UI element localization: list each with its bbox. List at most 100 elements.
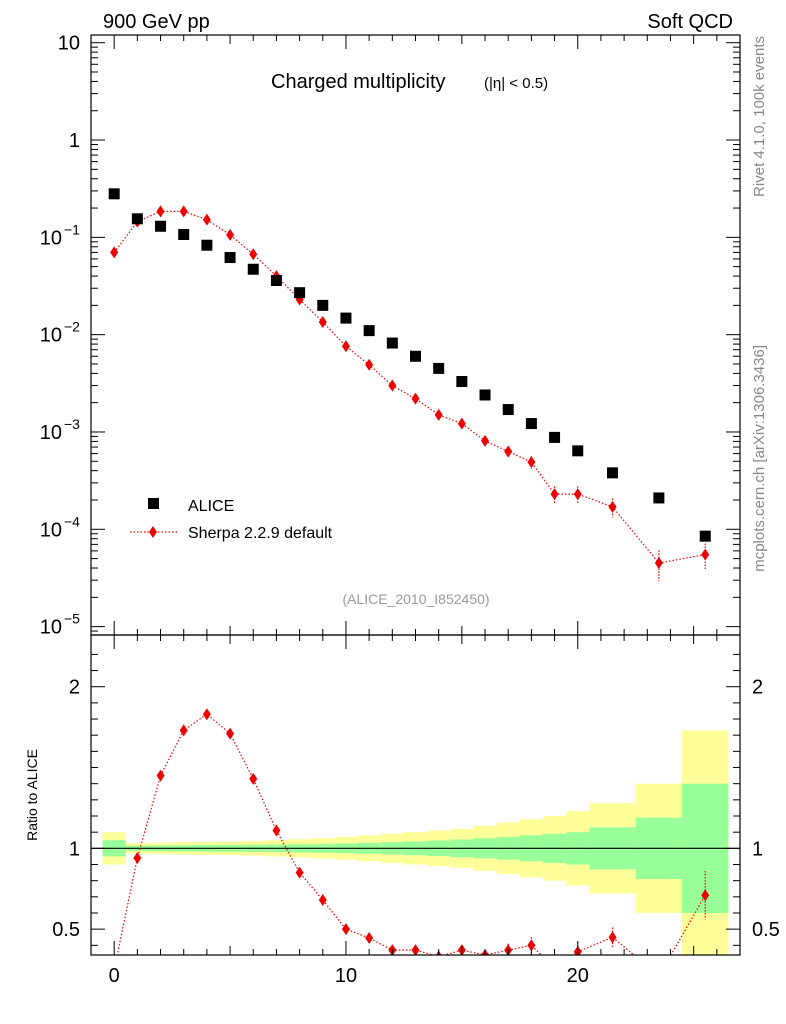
ratio-point (295, 866, 304, 879)
ratio-sherpa-series (116, 708, 710, 982)
alice-point (502, 404, 514, 416)
ratio-point (608, 931, 617, 944)
ratio-sherpa-line (116, 713, 706, 955)
ratio-y-axis-label: Ratio to ALICE (24, 749, 40, 841)
energy-label: 900 GeV pp (103, 11, 210, 33)
alice-point (340, 312, 352, 324)
ratio-y-tick-label: 2 (69, 677, 80, 699)
sherpa-point (654, 557, 663, 570)
sherpa-point (365, 358, 374, 371)
y-tick-label: 10 (40, 422, 62, 444)
alice-point (108, 188, 120, 200)
alice-point (433, 362, 445, 374)
main-alice-series (108, 188, 711, 542)
legend: ALICE Sherpa 2.2.9 default (130, 498, 333, 542)
alice-point (131, 213, 143, 225)
x-tick-label: 20 (567, 965, 589, 987)
ratio-point (226, 727, 235, 740)
main-plot-frame (90, 34, 741, 636)
y-tick-exponent: −4 (64, 513, 80, 529)
ratio-point (156, 769, 165, 782)
ratio-y-tick-label-right: 2 (752, 677, 763, 699)
sherpa-point (527, 456, 536, 469)
y-tick-label: 10 (58, 33, 80, 55)
ratio-point (318, 894, 327, 907)
alice-point (317, 299, 329, 311)
alice-point (525, 418, 537, 430)
process-label: Soft QCD (647, 11, 733, 33)
ratio-point (202, 708, 211, 721)
legend-sherpa-label: Sherpa 2.2.9 default (188, 525, 333, 542)
y-tick-exponent: −5 (64, 611, 80, 627)
plot-title-cut: (|η| < 0.5) (484, 75, 548, 92)
sherpa-point (110, 246, 119, 259)
alice-point (247, 263, 259, 275)
ratio-point (365, 932, 374, 945)
alice-point (270, 275, 282, 287)
rivet-version-label: Rivet 4.1.0, 100k events (751, 36, 768, 197)
alice-point (479, 389, 491, 401)
sherpa-point (411, 392, 420, 405)
mcplots-label: mcplots.cern.ch [arXiv:1306.3436] (751, 345, 768, 572)
alice-point (178, 228, 190, 240)
y-tick-label: 1 (69, 130, 80, 152)
sherpa-point (504, 445, 513, 458)
ratio-point (551, 962, 559, 974)
plot-title: Charged multiplicity (271, 71, 446, 93)
sherpa-point (573, 488, 582, 501)
analysis-id: (ALICE_2010_I852450) (342, 591, 489, 607)
ratio-y-tick-label-right: 0.5 (752, 919, 780, 941)
ratio-point (179, 724, 188, 737)
y-tick-exponent: −2 (64, 319, 80, 335)
ratio-y-tick-label-right: 1 (752, 838, 763, 860)
alice-point (699, 530, 711, 542)
alice-point (456, 376, 468, 388)
sherpa-point (249, 248, 258, 261)
ratio-point (341, 923, 350, 936)
alice-point (386, 337, 398, 349)
ratio-y-tick-label: 1 (69, 838, 80, 860)
y-tick-exponent: −1 (64, 221, 80, 237)
legend-sherpa-marker (149, 526, 157, 538)
y-tick-label: 10 (40, 519, 62, 541)
x-tick-label: 0 (109, 965, 120, 987)
alice-point (410, 350, 421, 362)
ratio-point (701, 889, 710, 902)
ratio-point (272, 824, 281, 837)
alice-point (572, 445, 584, 457)
y-tick-label: 10 (40, 617, 62, 639)
sherpa-point (318, 315, 327, 328)
alice-point (155, 220, 167, 232)
alice-point (201, 239, 213, 251)
sherpa-point (550, 488, 559, 501)
sherpa-point (179, 205, 188, 218)
y-tick-label: 10 (40, 325, 62, 347)
x-tick-label: 10 (335, 965, 357, 987)
sherpa-point (226, 228, 235, 241)
ratio-point (527, 939, 536, 952)
sherpa-point (608, 500, 617, 513)
y-tick-exponent: −3 (64, 416, 80, 432)
sherpa-point (481, 434, 490, 447)
sherpa-point (202, 213, 211, 226)
ratio-point (249, 772, 258, 785)
y-tick-label: 10 (40, 227, 62, 249)
legend-alice-marker (148, 498, 159, 509)
sherpa-point (701, 548, 710, 561)
sherpa-point (341, 340, 350, 353)
alice-point (653, 492, 665, 504)
sherpa-point (434, 408, 443, 421)
alice-point (224, 252, 236, 264)
legend-alice-label: ALICE (188, 498, 234, 515)
alice-point (294, 287, 306, 299)
sherpa-point (388, 379, 397, 392)
alice-point (549, 431, 561, 443)
sherpa-point (457, 417, 466, 430)
alice-point (363, 325, 375, 337)
ratio-point (133, 852, 142, 865)
ratio-point (655, 970, 663, 982)
ratio-y-tick-label: 0.5 (52, 919, 80, 941)
sherpa-point (156, 205, 165, 218)
